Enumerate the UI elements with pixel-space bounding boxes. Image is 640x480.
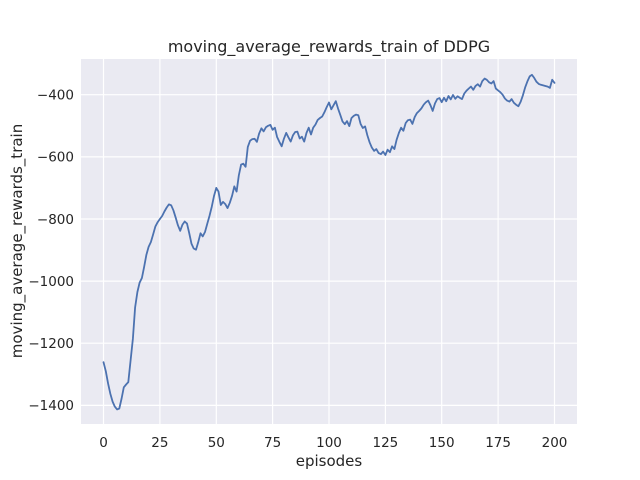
reward-moving-average-line: [102, 73, 556, 411]
chart-title: moving_average_rewards_train of DDPG: [167, 37, 491, 56]
y-tick-label: −600: [37, 150, 74, 166]
x-tick-label: 75: [264, 435, 281, 451]
x-tick-label: 125: [373, 435, 399, 451]
x-tick-label: 200: [542, 435, 568, 451]
x-axis-label: episodes: [295, 452, 363, 470]
x-tick-label: 0: [99, 435, 108, 451]
y-tick-label: −400: [37, 88, 74, 104]
x-tick-label: 25: [151, 435, 168, 451]
x-tick-label: 175: [485, 435, 511, 451]
x-tick-label: 50: [208, 435, 225, 451]
x-tick-label: 100: [316, 435, 342, 451]
y-tick-label: −1200: [28, 336, 74, 352]
y-tick-label: −1400: [28, 398, 74, 414]
y-tick-label: −800: [37, 212, 74, 228]
y-axis-label: moving_average_rewards_train: [8, 123, 26, 359]
y-tick-label: −1000: [28, 274, 74, 290]
x-tick-label: 150: [429, 435, 455, 451]
